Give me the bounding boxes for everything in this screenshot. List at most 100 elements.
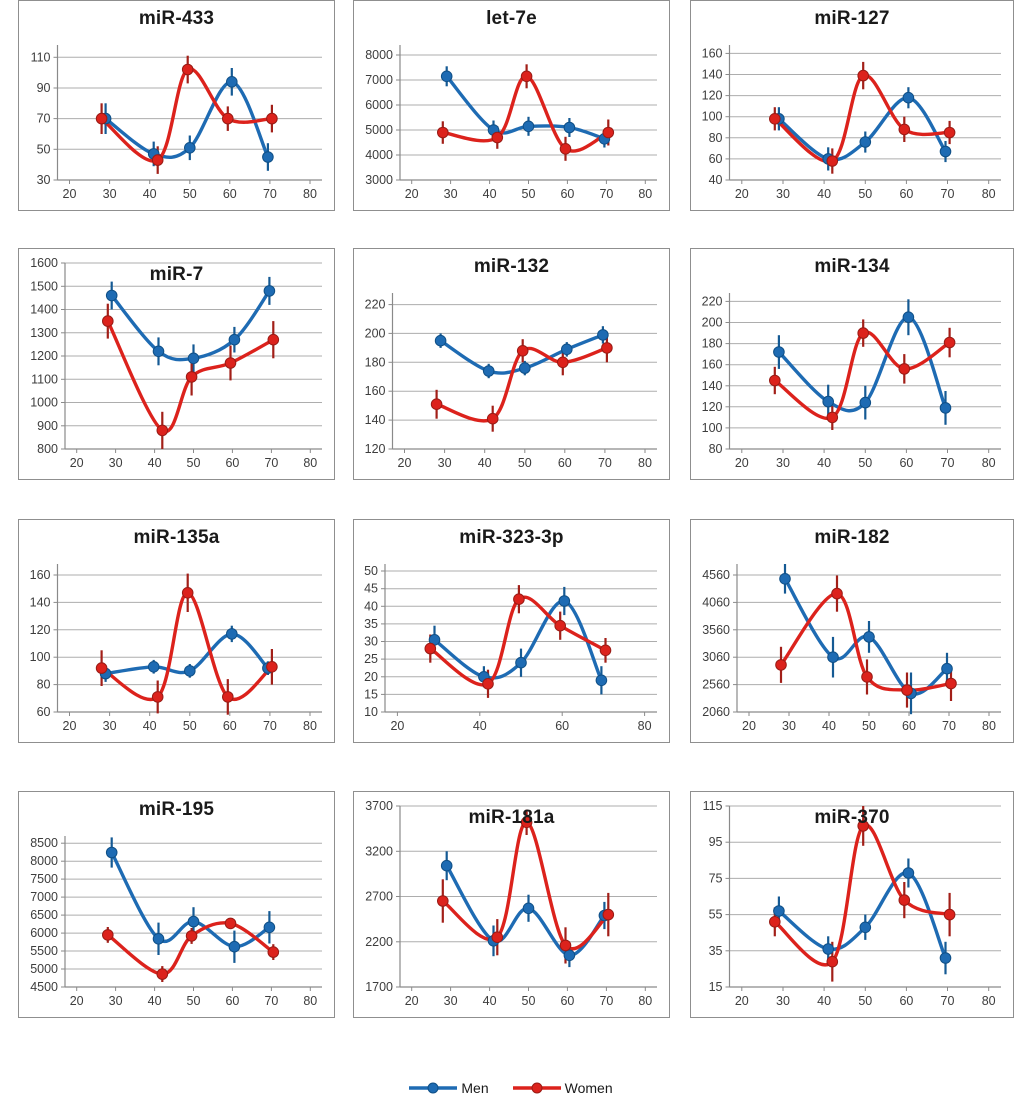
chart-plot: 2060 2560 3060 3560 4060 4560 20 30 40 50 60 70 80 (702, 564, 1001, 733)
svg-text:20: 20 (63, 187, 77, 201)
svg-text:120: 120 (702, 89, 723, 103)
svg-text:30: 30 (782, 719, 796, 733)
women-series-marker-icon (512, 1082, 561, 1094)
svg-text:15: 15 (709, 980, 723, 994)
chart-plot: 30 50 70 90 110 20 30 40 50 60 70 80 (31, 45, 322, 201)
svg-text:70: 70 (264, 456, 278, 470)
svg-text:20: 20 (70, 994, 84, 1008)
svg-text:30: 30 (776, 187, 790, 201)
svg-text:50: 50 (858, 456, 872, 470)
svg-text:40: 40 (709, 173, 723, 187)
svg-text:60: 60 (899, 994, 913, 1008)
svg-text:200: 200 (702, 316, 723, 330)
chart-plot: 3000 4000 5000 6000 7000 8000 20 30 40 50 60 70 80 (365, 45, 657, 201)
svg-text:80: 80 (638, 719, 652, 733)
svg-text:160: 160 (30, 568, 51, 582)
svg-text:160: 160 (365, 384, 386, 398)
svg-text:80: 80 (709, 442, 723, 456)
svg-text:40: 40 (148, 456, 162, 470)
svg-text:40: 40 (143, 187, 157, 201)
svg-text:60: 60 (899, 456, 913, 470)
svg-text:140: 140 (702, 68, 723, 82)
svg-text:100: 100 (702, 110, 723, 124)
svg-text:80: 80 (982, 456, 996, 470)
chart-plot: 80 100 120 140 160 180 200 220 20 30 40 50 60 70 80 (702, 293, 1001, 470)
svg-text:20: 20 (70, 456, 84, 470)
svg-text:1600: 1600 (30, 256, 58, 270)
svg-text:8000: 8000 (30, 854, 58, 868)
svg-text:900: 900 (37, 419, 58, 433)
svg-text:60: 60 (555, 719, 569, 733)
svg-text:95: 95 (709, 835, 723, 849)
svg-text:3560: 3560 (702, 623, 730, 637)
chart-plot: 15 35 55 75 95 115 20 30 40 50 60 70 80 (703, 799, 1001, 1008)
svg-text:80: 80 (303, 719, 317, 733)
svg-text:60: 60 (37, 705, 51, 719)
svg-text:20: 20 (364, 670, 378, 684)
svg-text:70: 70 (263, 187, 277, 201)
svg-text:20: 20 (405, 994, 419, 1008)
svg-text:40: 40 (817, 187, 831, 201)
svg-text:70: 70 (263, 719, 277, 733)
svg-text:75: 75 (709, 871, 723, 885)
svg-text:120: 120 (702, 400, 723, 414)
chart-panel-mir-323-3p: miR-323-3p 10 15 20 25 30 35 40 45 50 20 40 60 80 (353, 519, 670, 743)
svg-text:70: 70 (37, 112, 51, 126)
svg-text:80: 80 (709, 131, 723, 145)
svg-text:60: 60 (560, 187, 574, 201)
chart-plot: 60 80 100 120 140 160 20 30 40 50 60 70 80 (30, 564, 322, 733)
svg-text:45: 45 (364, 582, 378, 596)
legend-item-men: Men (407, 1080, 489, 1096)
svg-text:15: 15 (364, 687, 378, 701)
chart-panel-mir-7: miR-7 800 900 1000 1100 1200 1300 1400 1500 1600… (18, 248, 335, 480)
svg-text:160: 160 (702, 46, 723, 60)
chart-plot: 120 140 160 180 200 220 20 30 40 50 60 70 80 (365, 293, 657, 470)
chart-plot: 1700 2200 2700 3200 3700 20 30 40 50 60 70 80 (365, 799, 657, 1008)
svg-text:20: 20 (405, 187, 419, 201)
svg-text:60: 60 (709, 152, 723, 166)
svg-text:60: 60 (560, 994, 574, 1008)
legend: Men Women (0, 1080, 1020, 1096)
svg-text:7000: 7000 (365, 73, 393, 87)
svg-text:3000: 3000 (365, 173, 393, 187)
chart-plot: 10 15 20 25 30 35 40 45 50 20 40 60 80 (364, 564, 657, 733)
svg-text:5500: 5500 (30, 944, 58, 958)
svg-text:50: 50 (37, 142, 51, 156)
svg-text:60: 60 (558, 456, 572, 470)
svg-text:35: 35 (709, 944, 723, 958)
chart-panel-mir-135a: miR-135a 60 80 100 120 140 160 20 30 40 50 60 70 80 (18, 519, 335, 743)
svg-text:100: 100 (30, 650, 51, 664)
svg-text:30: 30 (109, 994, 123, 1008)
svg-text:20: 20 (735, 456, 749, 470)
svg-text:1200: 1200 (30, 349, 58, 363)
svg-text:70: 70 (941, 456, 955, 470)
svg-text:70: 70 (599, 994, 613, 1008)
svg-text:50: 50 (187, 994, 201, 1008)
svg-text:6500: 6500 (30, 908, 58, 922)
svg-text:90: 90 (37, 81, 51, 95)
svg-text:220: 220 (702, 294, 723, 308)
chart-plot: 4500 5000 5500 6000 6500 7000 7500 8000 8500 20 30… (30, 836, 322, 1008)
svg-text:40: 40 (817, 456, 831, 470)
svg-text:80: 80 (303, 187, 317, 201)
svg-text:80: 80 (982, 187, 996, 201)
svg-text:20: 20 (735, 994, 749, 1008)
svg-text:30: 30 (37, 173, 51, 187)
svg-text:60: 60 (223, 187, 237, 201)
svg-text:40: 40 (473, 719, 487, 733)
svg-text:10: 10 (364, 705, 378, 719)
svg-text:50: 50 (862, 719, 876, 733)
svg-text:4560: 4560 (702, 568, 730, 582)
svg-text:50: 50 (364, 564, 378, 578)
svg-text:6000: 6000 (365, 98, 393, 112)
svg-text:40: 40 (143, 719, 157, 733)
chart-panel-mir-134: miR-134 80 100 120 140 160 180 200 220 20 30 40 50 6… (690, 248, 1014, 480)
chart-panel-let-7e: let-7e 3000 4000 5000 6000 7000 8000 20 30 40 50 6… (353, 0, 670, 211)
svg-text:30: 30 (364, 635, 378, 649)
svg-text:7500: 7500 (30, 872, 58, 886)
svg-text:25: 25 (364, 652, 378, 666)
chart-panel-mir-182: miR-182 2060 2560 3060 3560 4060 4560 20 30 40 50… (690, 519, 1014, 743)
svg-text:80: 80 (638, 456, 652, 470)
svg-text:6000: 6000 (30, 926, 58, 940)
